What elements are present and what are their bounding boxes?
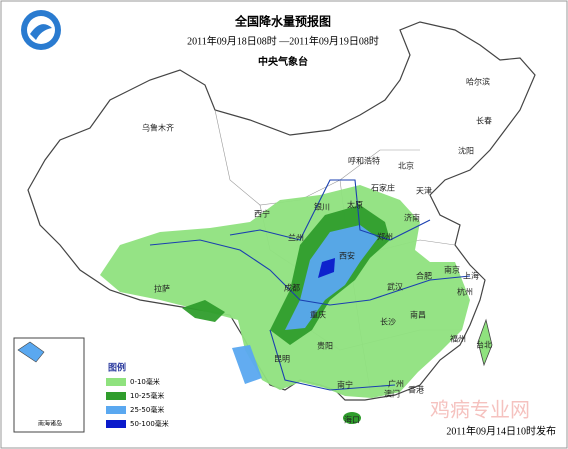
city-label: 重庆 (310, 310, 326, 320)
city-label: 郑州 (377, 232, 393, 242)
city-label: 上海 (463, 271, 479, 281)
rain-area (318, 258, 335, 278)
rain-areas (100, 185, 470, 398)
legend-label: 50-100毫米 (130, 419, 169, 428)
period: 2011年09月18日08时 —2011年09月19日08时 (187, 34, 379, 47)
city-label: 呼和浩特 (348, 156, 380, 166)
legend-swatch (106, 406, 126, 414)
legend-label: 25-50毫米 (130, 405, 164, 414)
city-label: 澳门 (384, 389, 400, 399)
city-label: 香港 (408, 385, 424, 395)
watermark: 鸡病专业网 (430, 398, 530, 422)
city-label: 西宁 (254, 209, 270, 219)
legend: 图例 0-10毫米 10-25毫米 25-50毫米 50-100毫米 (106, 362, 169, 428)
city-label: 济南 (404, 213, 420, 223)
legend-label: 0-10毫米 (130, 377, 160, 386)
city-label: 广州 (388, 379, 404, 389)
city-label: 天津 (416, 186, 432, 196)
city-label: 海口 (344, 415, 360, 425)
rain-area (232, 225, 378, 384)
city-label: 北京 (398, 161, 414, 171)
city-label: 武汉 (387, 282, 403, 292)
city-label: 兰州 (288, 233, 304, 243)
city-label: 沈阳 (458, 146, 474, 156)
taiwan (477, 318, 493, 367)
city-label: 太原 (347, 200, 363, 210)
city-label: 昆明 (274, 355, 290, 364)
legend-swatch (106, 420, 126, 428)
inset: 南海诸岛 (13, 337, 85, 433)
city-label: 福州 (450, 335, 466, 344)
city-label: 成都 (284, 283, 300, 293)
city-label: 长沙 (380, 317, 396, 327)
city-label: 乌鲁木齐 (142, 123, 174, 133)
city-label: 贵阳 (317, 341, 333, 351)
legend-label: 10-25毫米 (130, 391, 164, 400)
issuer: 中央气象台 (258, 55, 308, 68)
city-label: 银川 (314, 202, 330, 212)
city-label: 南京 (444, 265, 460, 275)
logo (21, 10, 61, 50)
city-label: 台北 (476, 340, 492, 350)
city-label: 南昌 (410, 310, 426, 320)
hainan (343, 412, 361, 424)
city-label: 西安 (339, 251, 355, 261)
city-label: 拉萨 (154, 284, 170, 294)
inset-label: 南海诸岛 (38, 420, 62, 428)
city-label: 合肥 (416, 271, 432, 281)
city-label: 石家庄 (371, 183, 395, 193)
legend-title: 图例 (108, 362, 126, 374)
footer: 2011年09月14日10时发布 (446, 424, 556, 437)
city-label: 南宁 (337, 380, 353, 390)
city-label: 杭州 (457, 287, 473, 297)
title: 全国降水量预报图 (234, 14, 331, 29)
legend-swatch (106, 392, 126, 400)
rivers (149, 179, 471, 391)
city-label: 哈尔滨 (466, 77, 490, 87)
city-label: 长春 (476, 116, 492, 126)
legend-swatch (106, 378, 126, 386)
